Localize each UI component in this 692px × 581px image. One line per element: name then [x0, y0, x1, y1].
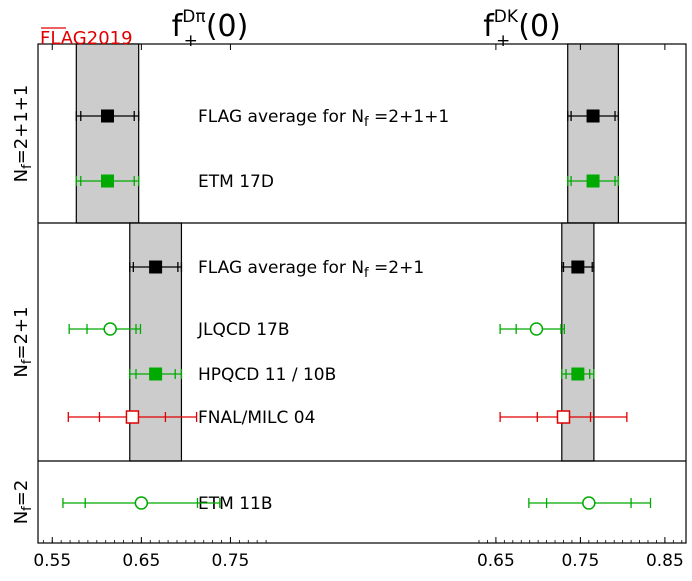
nf-main: N — [11, 511, 32, 524]
data-point — [556, 410, 571, 424]
row-label-text: JLQCD 17B — [197, 320, 290, 340]
nf-value: =2+1 — [11, 306, 32, 359]
x-tick-label: 0.75 — [561, 551, 599, 571]
row-label-nf: N — [351, 107, 364, 127]
data-point — [529, 322, 544, 336]
row-label-text: FNAL/MILC 04 — [198, 408, 315, 428]
x-tick-label: 0.65 — [122, 551, 160, 571]
plot-frame — [37, 43, 687, 544]
data-point — [149, 367, 163, 381]
title-subscript: + — [184, 31, 198, 51]
title-main: f — [172, 9, 184, 44]
x-tick-label: 0.65 — [477, 551, 515, 571]
panel-title-fDpi: fDπ + (0) — [172, 7, 249, 51]
average-band — [561, 222, 595, 462]
data-point — [149, 260, 163, 274]
data-point — [571, 367, 585, 381]
row-label: ETM 17D — [198, 172, 274, 192]
row-label: HPQCD 11 / 10B — [198, 365, 336, 385]
group-label: Nf=2+1+1 — [11, 85, 35, 183]
average-band — [75, 43, 140, 224]
row-label-nf: N — [351, 258, 364, 278]
row-label-nf-value: =2+1 — [369, 258, 425, 278]
title-superscript: DK — [494, 7, 519, 27]
row-label-text: ETM 11B — [198, 494, 273, 514]
row-label-text: HPQCD 11 / 10B — [198, 365, 336, 385]
data-point — [582, 496, 596, 510]
flag-logo-label: FLAG2019 — [40, 28, 133, 49]
data-point — [100, 109, 114, 123]
nf-value: =2 — [11, 480, 32, 507]
group-label: Nf=2 — [11, 480, 35, 525]
row-label-nf-subscript: f — [364, 266, 369, 281]
data-point — [125, 410, 140, 424]
row-label-text: FLAG average for — [198, 107, 351, 127]
row-label: FNAL/MILC 04 — [198, 408, 315, 428]
title-main: f — [483, 9, 495, 44]
average-band — [129, 222, 183, 462]
panel-title-fDK: fDK + (0) — [483, 7, 561, 51]
row-label-text: FLAG average for — [198, 258, 351, 278]
nf-main: N — [11, 364, 32, 377]
row-label-nf-subscript: f — [364, 115, 369, 130]
data-point — [103, 322, 117, 336]
nf-main: N — [11, 169, 32, 182]
row-label: FLAG average for Nf =2+1+1 — [198, 107, 449, 130]
nf-subscript: f — [20, 359, 35, 364]
x-tick-label: 0.85 — [646, 551, 684, 571]
title-subscript: + — [496, 31, 510, 51]
data-point — [571, 260, 585, 274]
x-tick-label: 0.75 — [212, 551, 250, 571]
row-label: ETM 11B — [198, 494, 273, 514]
data-point — [134, 496, 149, 510]
nf-value: =2+1+1 — [11, 85, 32, 165]
title-argument: (0) — [206, 9, 249, 44]
group-label: Nf=2+1 — [11, 306, 35, 377]
nf-subscript: f — [20, 164, 35, 169]
data-point — [100, 174, 114, 188]
nf-subscript: f — [20, 506, 35, 511]
data-point — [586, 174, 600, 188]
row-label-nf-value: =2+1+1 — [369, 107, 450, 127]
row-label: FLAG average for Nf =2+1 — [198, 258, 424, 281]
row-label: JLQCD 17B — [197, 320, 290, 340]
title-superscript: Dπ — [182, 7, 205, 27]
average-band — [567, 43, 620, 224]
title-argument: (0) — [518, 9, 561, 44]
data-point — [586, 109, 600, 123]
row-label-text: ETM 17D — [198, 172, 274, 192]
x-tick-label: 0.55 — [33, 551, 71, 571]
